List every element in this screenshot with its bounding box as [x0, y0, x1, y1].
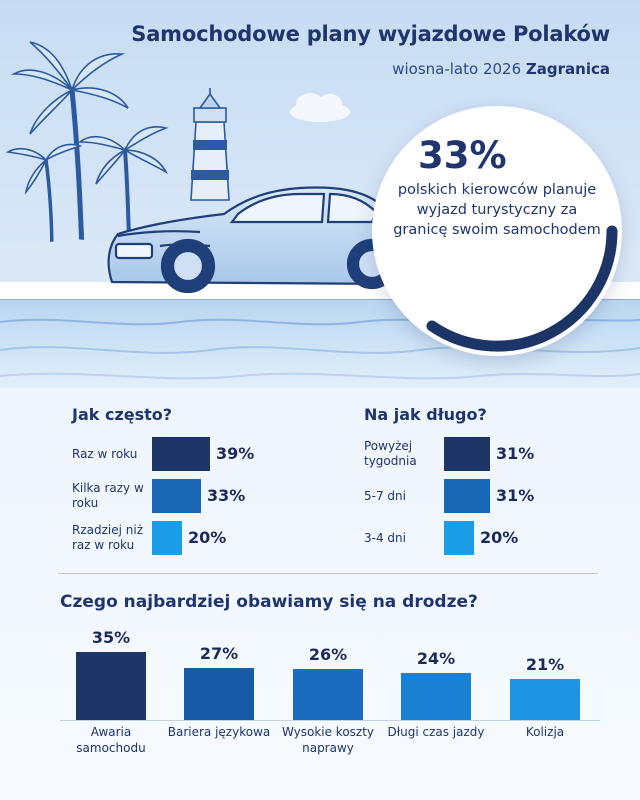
duration-value: 31%	[496, 444, 535, 463]
page-title: Samochodowe plany wyjazdowe Polaków	[131, 22, 610, 46]
frequency-label: Kilka razy w roku	[72, 481, 144, 510]
subtitle-region: Zagranica	[525, 60, 610, 78]
concern-value: 24%	[416, 649, 456, 668]
concern-bar	[184, 668, 254, 720]
frequency-row: Raz w roku 39%	[72, 437, 292, 471]
duration-bar	[444, 479, 490, 513]
concern-value: 27%	[199, 644, 239, 663]
concern-value: 21%	[525, 655, 565, 674]
cloud	[290, 93, 350, 122]
subtitle-season: wiosna-lato 2026	[392, 60, 522, 78]
frequency-value: 33%	[207, 486, 246, 505]
highlight-value: 33%	[418, 134, 507, 177]
page-subtitle: wiosna-lato 2026 Zagranica	[392, 60, 610, 78]
concerns-title: Czego najbardziej obawiamy się na drodze…	[60, 592, 478, 612]
concerns-baseline	[60, 720, 600, 721]
concern-bar	[293, 669, 363, 720]
frequency-bar	[152, 437, 210, 471]
wave-3	[0, 372, 640, 380]
frequency-row: Rzadziej niż raz w roku 20%	[72, 521, 292, 555]
frequency-value: 39%	[216, 444, 255, 463]
stats-panel	[0, 388, 640, 800]
duration-row: Powyżej tygodnia 31%	[364, 437, 584, 471]
frequency-bar	[152, 479, 201, 513]
duration-value: 20%	[480, 528, 519, 547]
duration-title: Na jak długo?	[364, 405, 487, 424]
duration-row: 5-7 dni 31%	[364, 479, 584, 513]
highlight-description: polskich kierowców planuje wyjazd turyst…	[393, 182, 601, 238]
highlight-arc	[426, 225, 618, 352]
frequency-bar	[152, 521, 182, 555]
section-divider	[58, 573, 598, 574]
concern-bar-slot	[293, 640, 363, 720]
concern-value: 26%	[308, 645, 348, 664]
concern-label: Bariera językowa	[167, 725, 271, 739]
concern-bar	[76, 652, 146, 720]
duration-row: 3-4 dni 20%	[364, 521, 584, 555]
concern-bar	[401, 673, 471, 720]
frequency-title: Jak często?	[72, 405, 173, 424]
lighthouse	[190, 88, 230, 201]
frequency-label: Raz w roku	[72, 446, 138, 461]
duration-label: Powyżej tygodnia	[364, 439, 417, 468]
frequency-row: Kilka razy w roku 33%	[72, 479, 292, 513]
frequency-label: Rzadziej niż raz w roku	[72, 523, 144, 552]
concern-label: Kolizja	[525, 725, 565, 739]
duration-bar	[444, 437, 490, 471]
concern-bar	[510, 679, 580, 720]
concern-bar-slot	[510, 640, 580, 720]
concern-bar-slot	[184, 640, 254, 720]
duration-bar	[444, 521, 474, 555]
duration-value: 31%	[496, 486, 535, 505]
palm-trees	[5, 41, 169, 263]
concern-label: Długi czas jazdy	[387, 725, 485, 739]
concern-label: Awaria samochodu	[76, 725, 146, 755]
frequency-value: 20%	[188, 528, 227, 547]
concern-bar-slot	[76, 640, 146, 720]
concern-bar-slot	[401, 640, 471, 720]
duration-label: 3-4 dni	[364, 530, 406, 545]
duration-label: 5-7 dni	[364, 488, 406, 503]
concern-label: Wysokie koszty naprawy	[281, 725, 375, 755]
concern-value: 35%	[91, 628, 131, 647]
